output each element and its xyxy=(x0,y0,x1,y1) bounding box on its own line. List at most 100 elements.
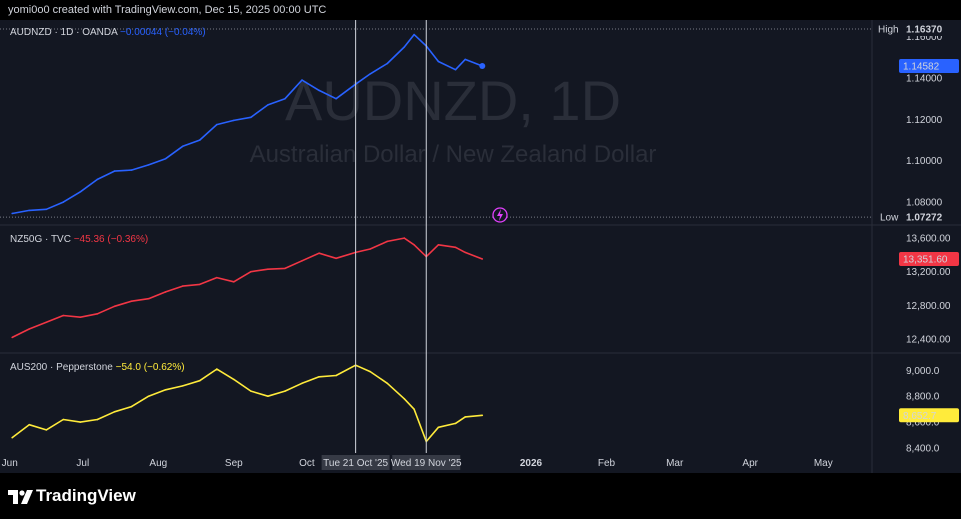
data-point xyxy=(437,426,440,429)
lightning-icon xyxy=(492,207,508,223)
legend-change: −45.36 (−0.36%) xyxy=(74,234,149,245)
data-point xyxy=(386,240,389,243)
legend: AUS200 · Pepperstone −54.0 (−0.62%) xyxy=(10,362,185,373)
chart-svg[interactable]: AUDNZD, 1D Australian Dollar / New Zeala… xyxy=(0,20,961,473)
data-point xyxy=(437,60,440,63)
data-point xyxy=(369,73,372,75)
data-point xyxy=(481,414,484,417)
data-point xyxy=(113,305,116,308)
data-point xyxy=(454,422,457,425)
legend-name: AUS200 · Pepperstone xyxy=(10,362,116,373)
x-tick-label: Aug xyxy=(149,458,167,469)
data-point xyxy=(164,291,167,293)
data-point xyxy=(369,370,372,373)
data-point xyxy=(45,321,48,324)
data-point xyxy=(198,379,201,382)
data-point xyxy=(250,390,252,392)
y-tick-label: 13,600.00 xyxy=(906,234,951,245)
data-point xyxy=(233,378,235,381)
data-point xyxy=(215,368,218,370)
data-point xyxy=(147,395,150,398)
last-value-tag xyxy=(899,58,959,73)
data-point xyxy=(403,237,406,239)
data-point xyxy=(215,276,218,279)
data-point xyxy=(181,385,184,387)
data-point xyxy=(267,268,269,271)
data-point xyxy=(130,169,133,171)
data-point xyxy=(79,421,82,423)
last-value-dot xyxy=(479,62,486,69)
data-point xyxy=(284,267,286,270)
x-tick-label: Mar xyxy=(666,458,684,469)
data-point xyxy=(28,328,31,330)
x-tick-label: Apr xyxy=(742,458,758,469)
y-tick-label: 12,400.00 xyxy=(906,335,951,346)
caption-text: yomi0o0 created with TradingView.com, De… xyxy=(8,4,327,16)
data-point xyxy=(413,243,415,246)
tradingview-logo-icon xyxy=(8,490,33,504)
data-point xyxy=(233,281,235,283)
data-point xyxy=(386,62,389,65)
crosshair-date-label: Wed 19 Nov '25 xyxy=(391,458,462,469)
data-point xyxy=(62,418,65,421)
data-point xyxy=(181,145,184,148)
data-point xyxy=(28,423,31,426)
crosshair-date-tag xyxy=(392,455,461,470)
watermark-symbol: AUDNZD, 1D xyxy=(285,69,621,132)
x-tick-label: May xyxy=(814,458,833,469)
data-point xyxy=(45,429,48,431)
pane-audnzd: 1.16000 1.14000 1.12000 1.10000 1.08000 High 1… xyxy=(0,22,959,224)
legend-name: AUDNZD · 1D · OANDA xyxy=(10,27,120,38)
data-point xyxy=(198,139,201,141)
x-tick-label: Jul xyxy=(76,458,89,469)
data-point xyxy=(318,89,320,92)
series-line-nz50g xyxy=(11,237,483,339)
data-point xyxy=(164,157,167,160)
data-point xyxy=(481,258,484,260)
last-value-label: 8,652.7 xyxy=(903,411,937,422)
data-point xyxy=(130,405,133,408)
data-point xyxy=(464,58,467,61)
data-point xyxy=(318,252,320,255)
data-point xyxy=(464,251,467,254)
watermark-description: Australian Dollar / New Zealand Dollar xyxy=(250,141,657,168)
data-point xyxy=(454,246,457,249)
data-point xyxy=(301,382,303,385)
data-point xyxy=(62,201,65,203)
top-caption-bar: yomi0o0 created with TradingView.com, De… xyxy=(0,0,961,20)
chart-area[interactable]: AUDNZD, 1D Australian Dollar / New Zeala… xyxy=(0,20,961,473)
data-point xyxy=(413,408,415,410)
data-point xyxy=(413,33,415,36)
data-point xyxy=(79,190,82,193)
y-tick-label: 8,600.0 xyxy=(906,418,940,429)
pane-nz50g: 13,600.00 13,200.00 12,800.00 12,400.00 13,3… xyxy=(10,234,959,346)
legend-name: NZ50G · TVC xyxy=(10,234,74,245)
crosshair-date-tag xyxy=(321,455,390,470)
data-point xyxy=(181,285,184,287)
data-point xyxy=(335,257,337,260)
y-tick-label: 13,200.00 xyxy=(906,267,951,278)
last-value-label: 13,351.60 xyxy=(903,254,948,265)
lightning-icon-bolt xyxy=(497,209,503,221)
data-point xyxy=(301,259,303,262)
data-point xyxy=(28,209,31,212)
y-tick-label: 9,000.0 xyxy=(906,366,940,377)
data-point xyxy=(233,119,235,122)
x-tick-label: Oct xyxy=(299,458,315,469)
legend: AUDNZD · 1D · OANDA −0.00044 (−0.04%) xyxy=(10,27,206,38)
low-value: 1.07272 xyxy=(906,213,943,224)
data-point xyxy=(335,374,337,377)
data-point xyxy=(267,104,269,106)
y-tick-label: 8,800.0 xyxy=(906,392,940,403)
data-point xyxy=(250,116,252,119)
data-point xyxy=(96,313,99,315)
low-label: Low xyxy=(880,213,899,224)
last-value-tag xyxy=(899,251,959,266)
x-tick-label: Sep xyxy=(225,458,243,469)
data-point xyxy=(96,418,99,421)
series-line-aus200 xyxy=(11,364,483,443)
series-line-audnzd xyxy=(12,33,483,215)
data-point xyxy=(62,314,65,317)
data-point xyxy=(464,416,467,418)
data-point xyxy=(113,410,116,413)
